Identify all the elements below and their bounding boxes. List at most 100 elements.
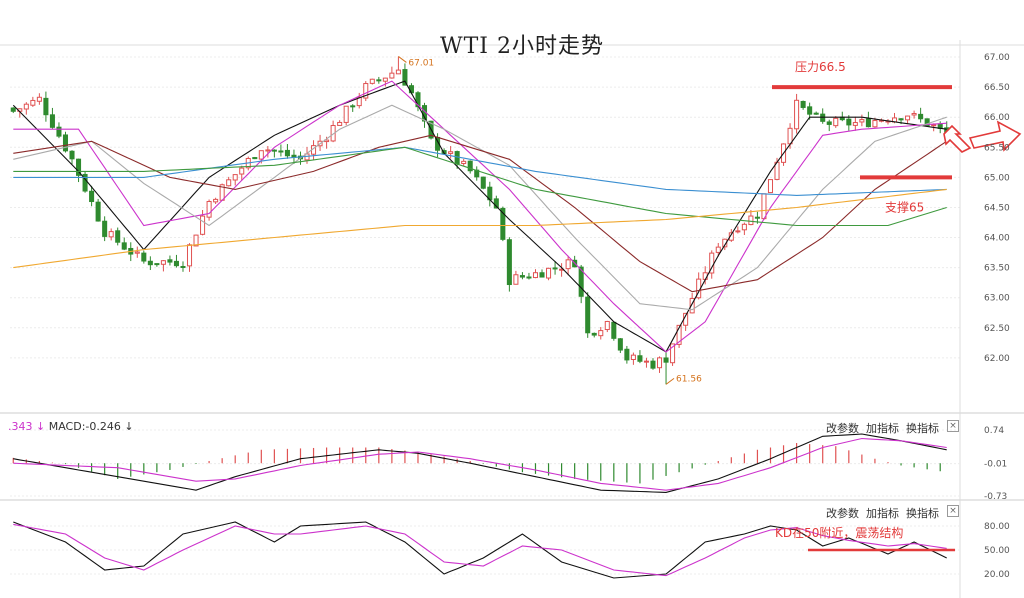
candle-down [43,97,49,116]
candle-up [728,232,734,241]
candle-up [670,343,676,364]
candle-up [448,151,454,154]
candle-down [408,85,414,94]
kd-note-label: KD在50附近，震荡结构 [775,525,903,540]
candle-down [376,79,382,82]
kd-add-indicator-button[interactable]: 加指标 [866,507,899,520]
macd-y-tick-label: -0.73 [984,492,1007,502]
candle-down [800,100,806,108]
y-tick-label: 67.00 [984,53,1010,63]
candle-up [30,99,36,106]
candle-up [36,96,42,102]
y-tick-label: 65.00 [984,173,1010,183]
macd-change-params-button[interactable]: 改参数 [826,422,859,435]
low-price-label: 61.56 [676,374,702,384]
y-tick-label: 66.50 [984,83,1010,93]
candle-up [134,251,140,254]
candle-up [715,246,721,253]
down-arrow-icon: ↓ [36,420,46,433]
candle-down [807,106,813,115]
candle-up [546,267,552,279]
kd-line [13,523,947,577]
kd-change-params-button[interactable]: 改参数 [826,507,859,520]
moving-average-line [12,80,947,353]
candle-down [552,267,558,270]
moving-average-line [13,146,947,196]
candle-down [611,321,617,339]
moving-average-line [13,80,947,353]
high-price-label: 67.01 [408,58,434,68]
y-tick-label: 65.50 [984,143,1010,153]
candle-down [865,118,871,128]
high-marker [398,56,407,63]
macd-line [13,437,947,491]
candle-down [62,134,69,152]
candle-down [180,266,186,269]
candle-down [591,332,597,336]
candle-down [147,260,153,266]
candlestick-series [10,56,950,385]
candle-up [343,105,349,123]
macd-add-indicator-button[interactable]: 加指标 [866,422,899,435]
candle-down [82,173,88,192]
candle-down [539,272,545,278]
candle-down [252,157,258,160]
candle-up [604,320,610,331]
candle-down [271,149,277,152]
support-label: 支撑65 [885,199,924,214]
candle-up [363,83,369,99]
candle-down [95,201,101,222]
candle-up [108,231,114,238]
candle-down [898,118,904,121]
candle-down [493,198,499,209]
macd-label: MACD:-0.246 [48,420,121,433]
candle-up [160,260,166,265]
chart-title: WTI 2小时走势 [440,34,604,59]
candle-up [872,120,878,128]
candle-up [676,324,682,345]
y-tick-label: 64.50 [984,203,1010,213]
candle-down [663,357,669,363]
candle-up [395,69,401,75]
candle-up [911,113,917,116]
macd-close-icon[interactable]: × [947,420,959,432]
candle-up [767,179,774,194]
y-axis-ticks: 67.00 66.50 66.00 65.50 65.00 64.50 64.00 63.50… [984,53,1010,580]
macd-switch-indicator-button[interactable]: 换指标 [906,422,939,435]
candle-down [826,121,832,125]
candle-down [500,207,506,240]
candle-up [232,174,238,181]
candle-up [689,297,695,314]
candle-up [859,119,865,123]
candle-down [49,114,55,128]
candle-down [402,69,408,86]
candle-down [56,126,62,137]
candle-down [585,296,591,334]
kd-close-icon[interactable]: × [947,505,959,517]
y-tick-label: 62.00 [984,354,1010,364]
kd-y-tick-label: 80.00 [984,522,1010,532]
moving-average-line [13,134,948,293]
kd-line [13,521,947,579]
candle-down [415,92,421,108]
candle-up [852,122,858,126]
macd-line [13,433,947,493]
candle-down [10,107,16,112]
candle-down [813,112,819,115]
candle-up [389,72,395,79]
macd-y-tick-label: 0.74 [984,426,1004,436]
candle-up [258,150,264,160]
moving-average-line [13,104,947,311]
candle-down [754,216,760,219]
down-arrow-icon: ↓ [124,420,134,433]
kd-switch-indicator-button[interactable]: 换指标 [906,507,939,520]
candle-down [526,276,532,279]
candle-down [167,259,173,263]
candle-down [141,252,147,262]
down-arrow-icon [943,124,972,153]
y-tick-label: 62.50 [984,324,1010,334]
candle-down [278,150,284,153]
moving-average-lines [12,80,948,353]
candle-down [69,150,75,160]
y-tick-label: 64.00 [984,234,1010,244]
